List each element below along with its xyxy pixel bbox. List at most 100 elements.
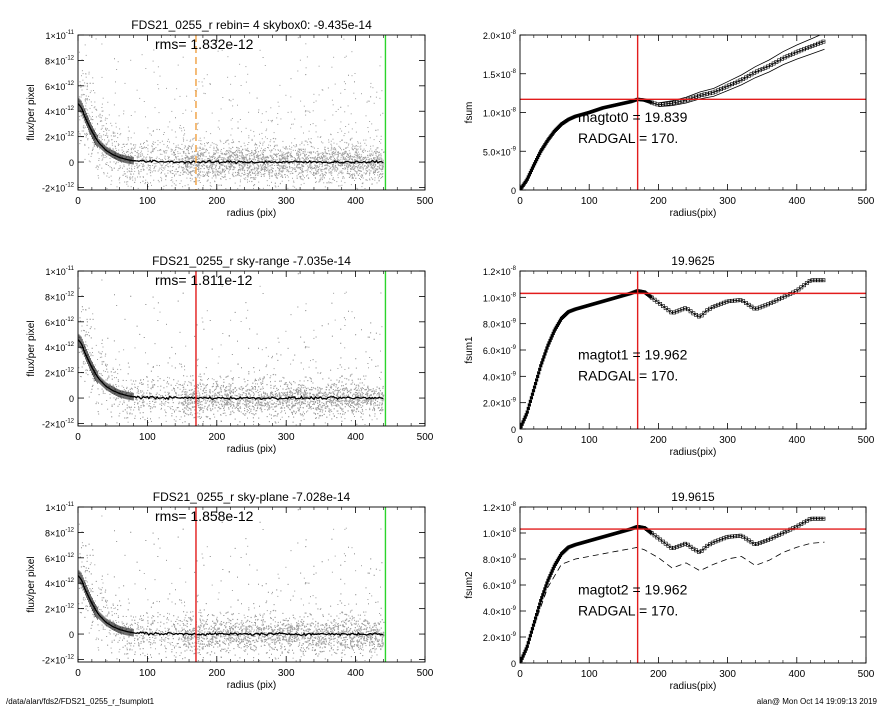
scatter-point [200, 153, 202, 155]
scatter-point [228, 171, 230, 173]
scatter-point [327, 159, 329, 161]
curve-marker [796, 49, 801, 54]
scatter-point [253, 153, 255, 155]
curve-marker [802, 47, 806, 52]
scatter-point [244, 174, 246, 176]
curve-marker [530, 166, 535, 170]
scatter-point [210, 167, 212, 168]
scatter-point [341, 139, 342, 141]
scatter-point [289, 166, 291, 168]
scatter-point [347, 172, 349, 174]
scatter-point [167, 138, 169, 140]
scatter-point [224, 175, 226, 177]
scatter-point [102, 154, 104, 155]
scatter-point [346, 163, 348, 165]
scatter-point [262, 142, 264, 144]
scatter-point [303, 132, 304, 134]
scatter-point [357, 154, 359, 156]
scatter-point [341, 163, 343, 165]
scatter-point [268, 162, 270, 164]
scatter-point [328, 170, 330, 172]
scatter-point [107, 172, 109, 174]
scatter-point [280, 170, 282, 172]
scatter-point [175, 162, 177, 164]
scatter-point [310, 153, 312, 155]
scatter-point [253, 166, 255, 168]
scatter-point [109, 161, 111, 163]
scatter-point [317, 148, 319, 149]
scatter-point [294, 186, 296, 188]
scatter-point [127, 181, 129, 183]
scatter-point [258, 157, 260, 159]
scatter-point [300, 126, 302, 128]
scatter-point [310, 167, 312, 169]
scatter-point [147, 153, 149, 155]
scatter-point [360, 156, 362, 158]
scatter-point [262, 187, 264, 189]
scatter-point [260, 121, 262, 123]
scatter-point [268, 144, 270, 146]
scatter-point [321, 173, 323, 175]
scatter-point [381, 173, 383, 175]
scatter-point [189, 158, 191, 160]
scatter-point [269, 165, 271, 167]
scatter-point [255, 166, 257, 168]
scatter-point [345, 147, 347, 149]
scatter-point [262, 154, 264, 156]
scatter-point [333, 168, 335, 170]
scatter-point [341, 171, 342, 173]
scatter-point [228, 163, 230, 165]
scatter-point [168, 147, 170, 149]
scatter-point [164, 173, 166, 175]
scatter-point [149, 133, 151, 135]
scatter-point [237, 155, 239, 157]
scatter-point [193, 155, 195, 157]
scatter-point [284, 168, 286, 170]
scatter-point [230, 168, 232, 170]
scatter-point [265, 167, 267, 169]
scatter-point [187, 166, 189, 168]
scatter-point [304, 154, 306, 156]
scatter-point [237, 147, 239, 149]
scatter-point [248, 161, 250, 163]
scatter-point [210, 159, 212, 161]
scatter-point [181, 167, 183, 169]
scatter-point [227, 159, 229, 161]
scatter-point [98, 166, 99, 168]
scatter-point [232, 105, 234, 107]
scatter-point [276, 145, 278, 147]
scatter-point [316, 170, 318, 172]
scatter-point [284, 157, 286, 159]
scatter-point [198, 180, 200, 182]
scatter-point [212, 164, 214, 166]
scatter-point [227, 161, 229, 163]
x-tick-label: 500 [417, 196, 434, 207]
scatter-point [190, 146, 192, 148]
scatter-point [237, 156, 239, 158]
scatter-point [231, 165, 233, 167]
scatter-point [362, 174, 364, 176]
scatter-point [180, 180, 182, 182]
scatter-point [115, 158, 117, 159]
scatter-point [188, 171, 190, 173]
scatter-point [158, 112, 160, 114]
scatter-point [219, 156, 221, 158]
scatter-point [289, 160, 291, 162]
scatter-point [203, 167, 205, 170]
scatter-point [152, 149, 154, 151]
scatter-point [106, 132, 108, 134]
scatter-point [337, 154, 339, 155]
scatter-point [141, 166, 143, 168]
scatter-point [353, 167, 355, 169]
scatter-point [305, 140, 307, 142]
scatter-point [115, 146, 116, 148]
scatter-point [367, 154, 369, 156]
scatter-point [266, 138, 268, 140]
scatter-point [257, 156, 259, 158]
scatter-point [351, 75, 353, 77]
scatter-point [111, 125, 113, 127]
scatter-point [367, 100, 369, 102]
scatter-point [370, 165, 372, 167]
scatter-point [373, 165, 375, 167]
